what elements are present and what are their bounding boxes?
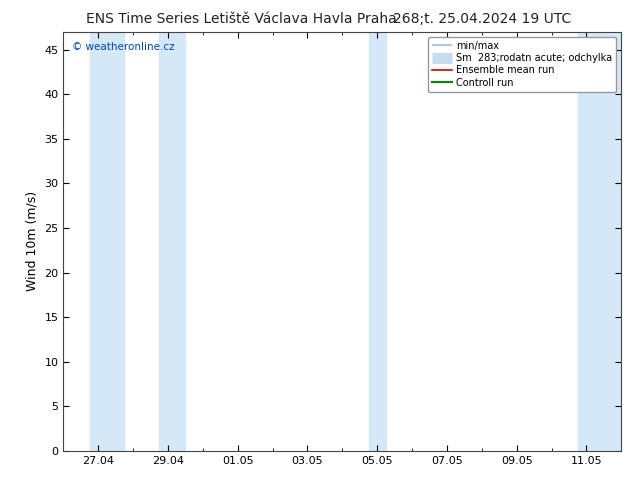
Text: © weatheronline.cz: © weatheronline.cz: [72, 42, 174, 52]
Text: ENS Time Series Letiště Václava Havla Praha: ENS Time Series Letiště Václava Havla Pr…: [86, 12, 396, 26]
Bar: [89, 32, 124, 451]
Bar: [578, 32, 621, 451]
Legend: min/max, Sm  283;rodatn acute; odchylka, Ensemble mean run, Controll run: min/max, Sm 283;rodatn acute; odchylka, …: [428, 37, 616, 92]
Text: 268;t. 25.04.2024 19 UTC: 268;t. 25.04.2024 19 UTC: [392, 12, 571, 26]
Bar: [368, 32, 386, 451]
Bar: [159, 32, 186, 451]
Y-axis label: Wind 10m (m/s): Wind 10m (m/s): [26, 191, 39, 292]
